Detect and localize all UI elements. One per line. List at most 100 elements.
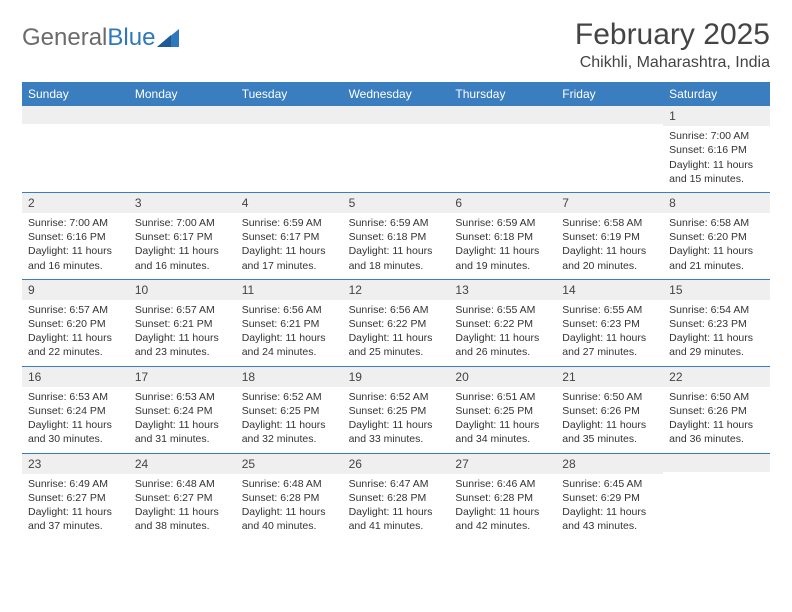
sunrise-text: Sunrise: 6:52 AM [349,390,444,404]
week-row: 2Sunrise: 7:00 AMSunset: 6:16 PMDaylight… [22,193,770,280]
daylight-text: Daylight: 11 hours and 31 minutes. [135,418,230,446]
sunrise-text: Sunrise: 6:49 AM [28,477,123,491]
daylight-text: Daylight: 11 hours and 33 minutes. [349,418,444,446]
sunset-text: Sunset: 6:25 PM [242,404,337,418]
sunrise-text: Sunrise: 6:54 AM [669,303,764,317]
day-number: 23 [22,454,129,474]
sunrise-text: Sunrise: 6:46 AM [455,477,550,491]
sunrise-text: Sunrise: 6:56 AM [242,303,337,317]
week-row: 23Sunrise: 6:49 AMSunset: 6:27 PMDayligh… [22,454,770,540]
sunset-text: Sunset: 6:24 PM [135,404,230,418]
day-header: Thursday [449,82,556,106]
location-subtitle: Chikhli, Maharashtra, India [575,54,770,72]
day-number: 19 [343,367,450,387]
day-cell: 21Sunrise: 6:50 AMSunset: 6:26 PMDayligh… [556,367,663,453]
day-cell: 17Sunrise: 6:53 AMSunset: 6:24 PMDayligh… [129,367,236,453]
sunset-text: Sunset: 6:23 PM [669,317,764,331]
day-cell: 16Sunrise: 6:53 AMSunset: 6:24 PMDayligh… [22,367,129,453]
daylight-text: Daylight: 11 hours and 15 minutes. [669,158,764,186]
day-number: 25 [236,454,343,474]
day-number [449,106,556,124]
sunrise-text: Sunrise: 6:55 AM [455,303,550,317]
sunset-text: Sunset: 6:25 PM [455,404,550,418]
daylight-text: Daylight: 11 hours and 30 minutes. [28,418,123,446]
sunset-text: Sunset: 6:28 PM [242,491,337,505]
daylight-text: Daylight: 11 hours and 17 minutes. [242,244,337,272]
sunrise-text: Sunrise: 6:48 AM [242,477,337,491]
daylight-text: Daylight: 11 hours and 26 minutes. [455,331,550,359]
day-cell: 8Sunrise: 6:58 AMSunset: 6:20 PMDaylight… [663,193,770,279]
sunset-text: Sunset: 6:26 PM [669,404,764,418]
sunset-text: Sunset: 6:17 PM [242,230,337,244]
calendar-grid: SundayMondayTuesdayWednesdayThursdayFrid… [22,82,770,539]
sunrise-text: Sunrise: 6:59 AM [349,216,444,230]
sunrise-text: Sunrise: 6:55 AM [562,303,657,317]
day-cell: 3Sunrise: 7:00 AMSunset: 6:17 PMDaylight… [129,193,236,279]
month-title: February 2025 [575,18,770,52]
day-cell: 15Sunrise: 6:54 AMSunset: 6:23 PMDayligh… [663,280,770,366]
daylight-text: Daylight: 11 hours and 16 minutes. [135,244,230,272]
day-number [343,106,450,124]
day-number: 16 [22,367,129,387]
sunrise-text: Sunrise: 7:00 AM [669,129,764,143]
weeks-container: 1Sunrise: 7:00 AMSunset: 6:16 PMDaylight… [22,106,770,539]
day-cell: 26Sunrise: 6:47 AMSunset: 6:28 PMDayligh… [343,454,450,540]
sunset-text: Sunset: 6:17 PM [135,230,230,244]
day-header: Friday [556,82,663,106]
day-cell: 4Sunrise: 6:59 AMSunset: 6:17 PMDaylight… [236,193,343,279]
day-cell: 6Sunrise: 6:59 AMSunset: 6:18 PMDaylight… [449,193,556,279]
brand-part2: Blue [107,24,155,52]
empty-cell [129,106,236,192]
day-cell: 14 Sunrise: 6:55 AMSunset: 6:23 PMDayligh… [556,280,663,366]
sunset-text: Sunset: 6:18 PM [349,230,444,244]
day-number: 7 [556,193,663,213]
day-cell: 20Sunrise: 6:51 AMSunset: 6:25 PMDayligh… [449,367,556,453]
daylight-text: Daylight: 11 hours and 18 minutes. [349,244,444,272]
sunrise-text: Sunrise: 7:00 AM [28,216,123,230]
empty-cell [236,106,343,192]
week-row: 16Sunrise: 6:53 AMSunset: 6:24 PMDayligh… [22,367,770,454]
week-row: 1Sunrise: 7:00 AMSunset: 6:16 PMDaylight… [22,106,770,193]
daylight-text: Daylight: 11 hours and 27 minutes. [562,331,657,359]
day-cell: 27Sunrise: 6:46 AMSunset: 6:28 PMDayligh… [449,454,556,540]
empty-cell [22,106,129,192]
empty-cell [556,106,663,192]
sunset-text: Sunset: 6:20 PM [28,317,123,331]
sunset-text: Sunset: 6:21 PM [135,317,230,331]
sunrise-text: Sunrise: 6:57 AM [28,303,123,317]
day-header: Sunday [22,82,129,106]
day-number: 22 [663,367,770,387]
brand-part1: General [22,24,107,52]
day-number [556,106,663,124]
day-cell: 23Sunrise: 6:49 AMSunset: 6:27 PMDayligh… [22,454,129,540]
daylight-text: Daylight: 11 hours and 16 minutes. [28,244,123,272]
sunset-text: Sunset: 6:16 PM [669,143,764,157]
day-number: 11 [236,280,343,300]
day-number: 6 [449,193,556,213]
day-cell: 24Sunrise: 6:48 AMSunset: 6:27 PMDayligh… [129,454,236,540]
day-number: 2 [22,193,129,213]
day-number: 20 [449,367,556,387]
logo-triangle-icon [157,29,179,47]
day-number: 14 [556,280,663,300]
sunset-text: Sunset: 6:25 PM [349,404,444,418]
daylight-text: Daylight: 11 hours and 42 minutes. [455,505,550,533]
daylight-text: Daylight: 11 hours and 36 minutes. [669,418,764,446]
day-cell: 1Sunrise: 7:00 AMSunset: 6:16 PMDaylight… [663,106,770,192]
sunrise-text: Sunrise: 6:59 AM [455,216,550,230]
daylight-text: Daylight: 11 hours and 38 minutes. [135,505,230,533]
day-number: 24 [129,454,236,474]
daylight-text: Daylight: 11 hours and 32 minutes. [242,418,337,446]
sunrise-text: Sunrise: 6:53 AM [135,390,230,404]
sunset-text: Sunset: 6:23 PM [562,317,657,331]
day-number [663,454,770,472]
day-cell: 11Sunrise: 6:56 AMSunset: 6:21 PMDayligh… [236,280,343,366]
day-cell: 28Sunrise: 6:45 AMSunset: 6:29 PMDayligh… [556,454,663,540]
daylight-text: Daylight: 11 hours and 41 minutes. [349,505,444,533]
day-number: 3 [129,193,236,213]
empty-cell [343,106,450,192]
day-number: 9 [22,280,129,300]
day-number: 13 [449,280,556,300]
day-cell: 10Sunrise: 6:57 AMSunset: 6:21 PMDayligh… [129,280,236,366]
daylight-text: Daylight: 11 hours and 23 minutes. [135,331,230,359]
